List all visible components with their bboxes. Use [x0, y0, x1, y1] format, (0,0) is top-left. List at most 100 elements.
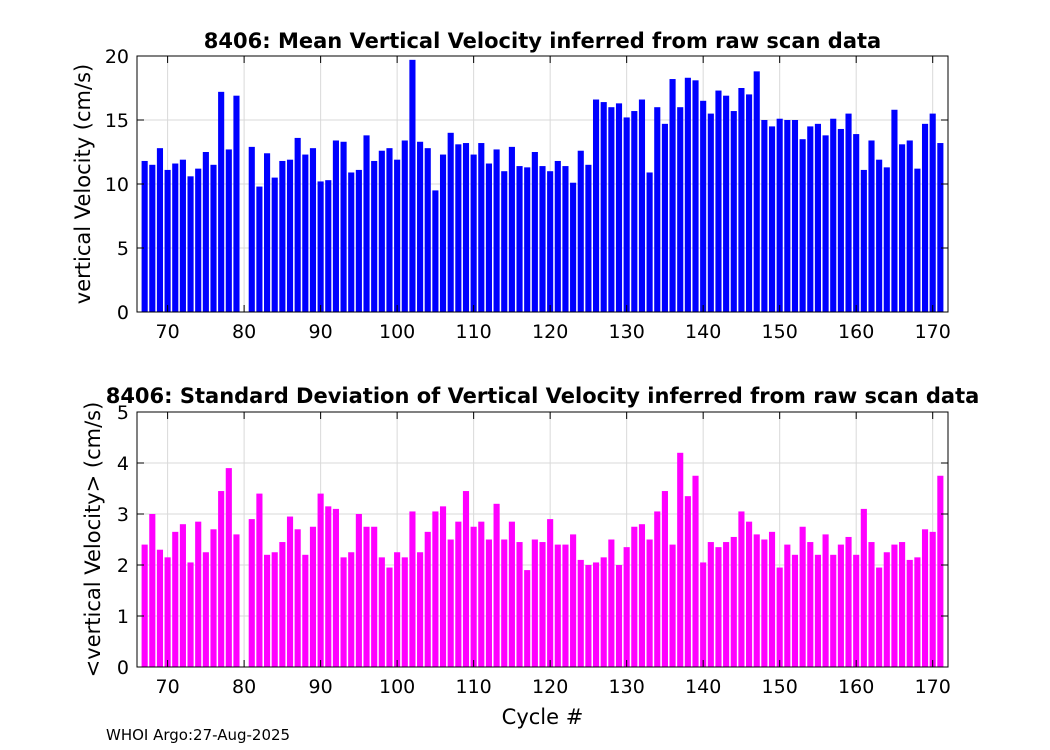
bar	[417, 141, 424, 312]
y-tick-label: 20	[105, 46, 129, 68]
bar	[791, 120, 799, 312]
bar	[577, 559, 584, 667]
x-tick-label: 100	[379, 676, 415, 698]
bar	[906, 140, 913, 312]
y-tick-label: 0	[117, 302, 129, 324]
x-tick-label: 90	[309, 676, 333, 698]
bar	[661, 491, 668, 667]
bar	[623, 547, 630, 667]
bar	[807, 542, 814, 667]
bar	[791, 554, 799, 667]
bar	[562, 166, 569, 312]
bar	[631, 526, 638, 667]
bar	[776, 118, 783, 312]
bar	[654, 107, 661, 312]
bar	[883, 552, 890, 667]
bar	[876, 567, 883, 667]
y-tick-label: 5	[117, 402, 129, 424]
bar	[149, 514, 156, 667]
chart-title: 8406: Mean Vertical Velocity inferred fr…	[204, 29, 881, 53]
bar	[845, 536, 852, 667]
bar	[845, 113, 852, 312]
bar	[501, 171, 508, 312]
bar	[807, 126, 814, 313]
bar	[493, 149, 500, 312]
bar	[447, 539, 454, 667]
bar	[830, 118, 837, 312]
bar	[891, 544, 898, 667]
bar	[638, 99, 646, 313]
bar	[860, 169, 867, 312]
bar	[608, 107, 615, 312]
bar	[424, 531, 431, 667]
bar	[799, 526, 806, 667]
bar	[455, 144, 462, 312]
bar	[761, 120, 768, 312]
bar	[921, 123, 929, 312]
bar	[355, 514, 362, 667]
bar	[684, 77, 691, 312]
bar	[707, 542, 714, 667]
bar	[516, 166, 523, 312]
bar	[638, 524, 646, 667]
x-tick-label: 90	[309, 321, 333, 343]
bar	[286, 516, 294, 667]
bar	[401, 140, 408, 312]
bar	[822, 135, 829, 312]
bar	[309, 148, 317, 312]
bar	[202, 552, 209, 667]
bar	[439, 506, 447, 667]
bar	[669, 79, 676, 312]
bar	[891, 109, 898, 312]
bar	[600, 102, 607, 312]
bar	[256, 186, 263, 312]
bar	[187, 176, 194, 312]
bar	[264, 153, 271, 312]
bar	[547, 519, 554, 667]
bar	[531, 152, 538, 312]
bar	[837, 544, 844, 667]
x-tick-label: 80	[232, 321, 256, 343]
bar	[623, 117, 630, 312]
bar	[784, 120, 791, 312]
bar	[753, 71, 760, 312]
x-tick-label: 80	[232, 676, 256, 698]
x-tick-label: 70	[156, 321, 180, 343]
bar	[524, 167, 531, 312]
bar	[501, 539, 508, 667]
bar	[149, 164, 156, 312]
bar	[860, 508, 867, 667]
bar	[439, 154, 447, 312]
bar	[600, 557, 607, 667]
bar	[164, 557, 171, 667]
bar	[432, 190, 439, 312]
bar	[172, 531, 179, 667]
bar	[508, 521, 515, 667]
bar	[853, 554, 860, 667]
bar	[141, 544, 148, 667]
bar	[554, 160, 561, 312]
bar	[592, 99, 600, 313]
bar	[830, 554, 837, 667]
y-tick-label: 10	[105, 174, 129, 196]
bar	[264, 554, 271, 667]
y-axis-label: vertical Velocity (cm/s)	[71, 64, 95, 304]
bar	[768, 531, 776, 667]
std-velocity-chart: 70 80 90 100 110 120 130 140 150 160 170 0 1 2 3 4 58406…	[81, 384, 979, 729]
bar	[409, 511, 416, 667]
bar	[738, 511, 745, 667]
x-axis-label: Cycle #	[502, 705, 584, 729]
bar	[325, 180, 332, 312]
bar	[225, 468, 232, 667]
bar	[876, 159, 883, 312]
bar	[776, 567, 783, 667]
bar	[386, 567, 393, 667]
bar	[615, 565, 623, 667]
bar	[883, 167, 890, 312]
bar	[768, 126, 776, 313]
bar	[447, 132, 454, 312]
bar	[615, 103, 623, 312]
bar	[164, 169, 171, 312]
bar	[539, 542, 546, 667]
bar	[462, 491, 470, 667]
